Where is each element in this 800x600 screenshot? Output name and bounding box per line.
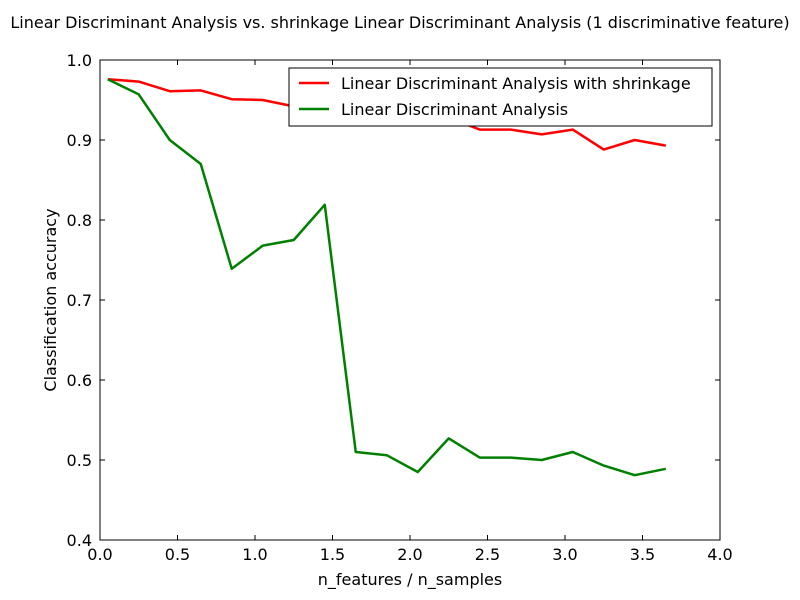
y-tick-label: 1.0	[67, 51, 92, 70]
y-tick-label: 0.4	[67, 531, 92, 550]
x-tick-label: 0.5	[165, 545, 190, 564]
legend-label-1: Linear Discriminant Analysis	[341, 100, 568, 119]
y-tick-label: 0.5	[67, 451, 92, 470]
x-tick-label: 2.5	[475, 545, 500, 564]
y-tick-label: 0.8	[67, 211, 92, 230]
x-tick-label: 4.0	[707, 545, 732, 564]
chart-title: Linear Discriminant Analysis vs. shrinka…	[10, 13, 789, 32]
series-line-1	[107, 78, 667, 477]
y-tick-label: 0.9	[67, 131, 92, 150]
x-tick-label: 1.5	[320, 545, 345, 564]
x-tick-label: 3.5	[630, 545, 655, 564]
legend-box	[288, 67, 713, 127]
x-tick-label: 1.0	[242, 545, 267, 564]
x-tick-label: 3.0	[552, 545, 577, 564]
y-axis-label: Classification accuracy	[41, 208, 60, 391]
x-axis-label: n_features / n_samples	[318, 570, 502, 590]
legend: Linear Discriminant Analysis with shrink…	[288, 67, 713, 127]
x-axis-ticks: 0.0 0.5 1.0 1.5 2.0 2.5 3.0 3.5 4.0	[87, 60, 733, 564]
y-tick-label: 0.6	[67, 371, 92, 390]
x-tick-label: 0.0	[87, 545, 112, 564]
legend-label-0: Linear Discriminant Analysis with shrink…	[341, 74, 691, 93]
y-axis-ticks: 0.4 0.5 0.6 0.7 0.8 0.9 1.0	[67, 51, 720, 550]
y-tick-label: 0.7	[67, 291, 92, 310]
x-tick-label: 2.0	[397, 545, 422, 564]
